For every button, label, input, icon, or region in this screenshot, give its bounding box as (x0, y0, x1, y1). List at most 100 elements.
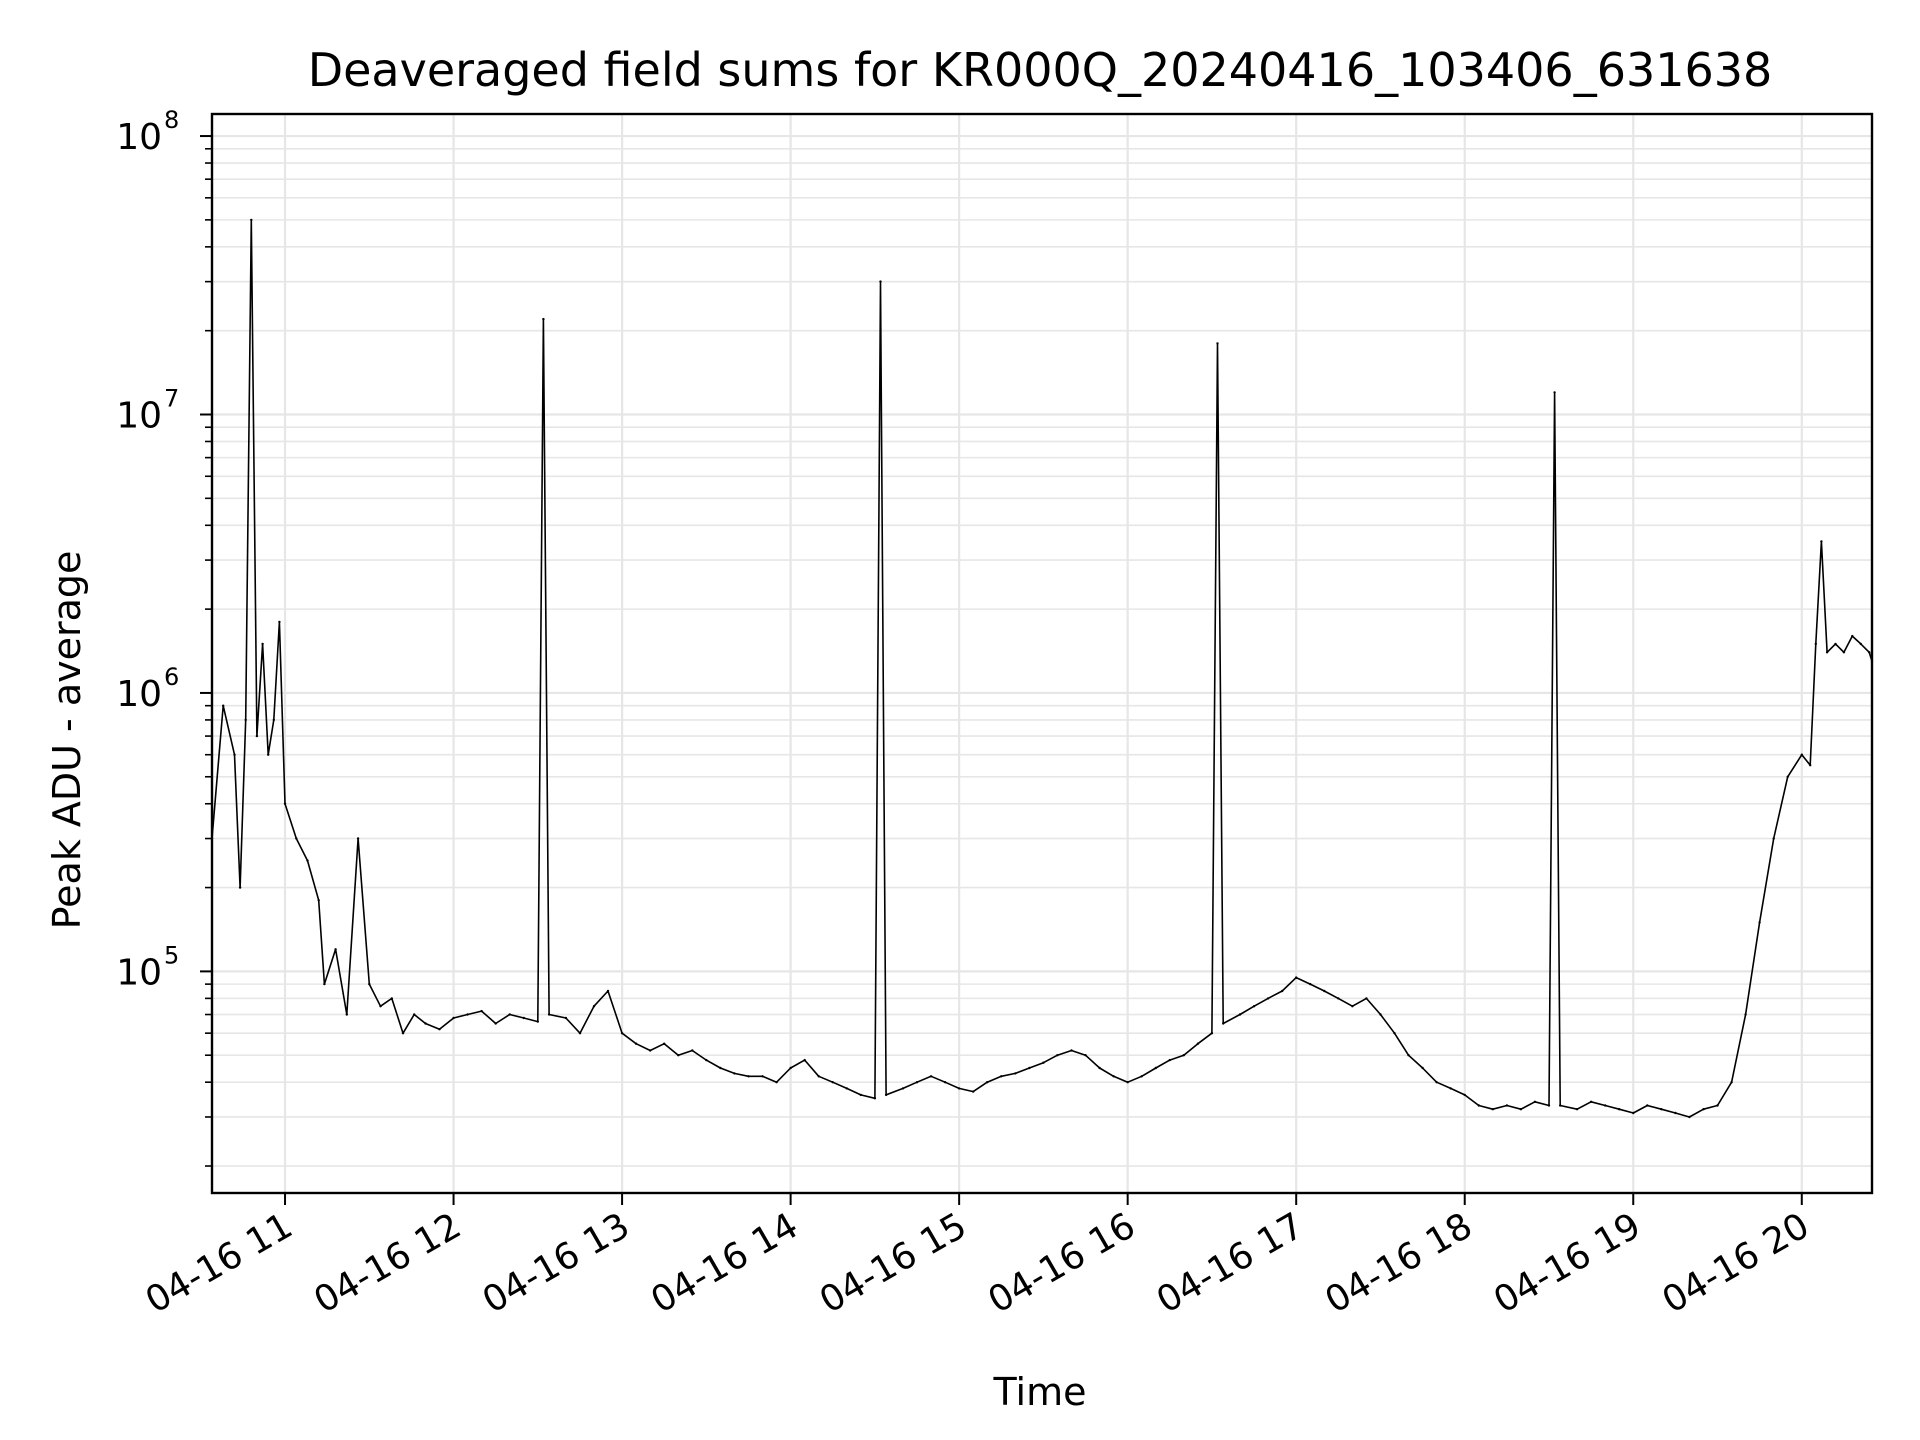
data-point (244, 718, 247, 722)
data-point (1834, 642, 1837, 646)
data-point (1210, 1032, 1214, 1035)
data-point (873, 1097, 877, 1100)
data-point (261, 642, 264, 646)
data-point (1168, 1058, 1172, 1062)
data-point (663, 1042, 666, 1045)
data-point (1772, 837, 1775, 840)
y-axis-label: Peak ADU - average (45, 551, 89, 930)
data-point (1365, 997, 1368, 1000)
data-point (1604, 1104, 1607, 1107)
data-point (859, 1093, 862, 1097)
data-point (1014, 1072, 1017, 1075)
data-point (972, 1090, 975, 1093)
data-point (1154, 1066, 1158, 1070)
data-point (884, 1093, 888, 1097)
data-point (522, 1016, 525, 1020)
data-point (1393, 1032, 1396, 1035)
data-point (1421, 1066, 1424, 1070)
data-point (452, 1016, 455, 1020)
data-point (345, 1013, 348, 1016)
data-point (1820, 540, 1823, 543)
data-point (1505, 1104, 1509, 1107)
data-point (295, 837, 298, 840)
data-point (466, 1013, 469, 1016)
data-point (1238, 1013, 1242, 1016)
data-point (1559, 1104, 1562, 1107)
data-point (677, 1054, 680, 1057)
data-point (272, 718, 275, 722)
data-point (1547, 1104, 1551, 1107)
data-point (831, 1081, 834, 1084)
data-point (1533, 1100, 1537, 1104)
data-point (1449, 1087, 1452, 1090)
data-point (480, 1009, 483, 1013)
x-axis-label: Time (993, 1370, 1087, 1414)
y-tick-label: 10 (116, 395, 162, 436)
data-point (606, 989, 610, 993)
data-point (547, 1013, 551, 1016)
data-point (494, 1022, 497, 1025)
data-point (306, 859, 309, 862)
data-point (901, 1087, 905, 1090)
data-point (536, 1020, 539, 1023)
data-point (250, 218, 253, 222)
data-point (1575, 1108, 1579, 1111)
data-point (943, 1081, 947, 1084)
data-point (634, 1042, 638, 1045)
data-point (1646, 1104, 1649, 1107)
data-point (238, 886, 242, 889)
y-tick-exponent: 5 (164, 941, 179, 969)
data-point (620, 1032, 624, 1035)
data-point (1491, 1108, 1495, 1111)
series-group (210, 218, 1874, 1119)
data-point (1632, 1111, 1635, 1115)
data-point (1252, 1005, 1256, 1008)
data-point (1463, 1093, 1466, 1097)
data-point (1407, 1054, 1410, 1057)
data-point (1859, 642, 1863, 646)
data-point (317, 899, 320, 902)
data-point (1028, 1066, 1031, 1070)
y-tick-label: 10 (116, 952, 162, 993)
grid (212, 114, 1872, 1193)
data-point (1786, 775, 1789, 778)
data-point (255, 734, 259, 738)
data-point (578, 1032, 582, 1035)
chart-title: Deaveraged field sums for KR000Q_2024041… (308, 43, 1773, 97)
data-point (691, 1049, 694, 1052)
data-point (1323, 989, 1326, 993)
data-point (1216, 342, 1219, 345)
data-point (1084, 1054, 1087, 1057)
data-point (1056, 1054, 1059, 1057)
data-point (1702, 1108, 1705, 1111)
data-point (438, 1028, 441, 1031)
data-point (1825, 651, 1829, 654)
data-point (1140, 1075, 1143, 1078)
y-tick-label: 10 (116, 674, 162, 715)
data-point (1589, 1100, 1593, 1104)
data-point (1842, 651, 1846, 654)
plot-frame (210, 112, 1874, 1195)
data-point (1674, 1111, 1677, 1115)
data-point (1281, 989, 1284, 993)
data-point (789, 1066, 792, 1070)
data-point (705, 1058, 708, 1062)
data-point (1809, 764, 1812, 767)
data-point (733, 1072, 736, 1075)
data-point (747, 1075, 750, 1078)
data-point (323, 982, 326, 986)
data-point (401, 1032, 405, 1035)
data-point (817, 1075, 820, 1078)
y-tick-exponent: 7 (164, 384, 179, 412)
data-point (1758, 921, 1761, 924)
data-point (564, 1016, 568, 1020)
data-point (803, 1058, 806, 1062)
data-point (761, 1075, 764, 1078)
data-point (1126, 1081, 1129, 1084)
data-point (390, 997, 393, 1000)
data-point (1379, 1013, 1382, 1016)
data-point (1351, 1005, 1354, 1008)
data-point (1744, 1013, 1747, 1016)
